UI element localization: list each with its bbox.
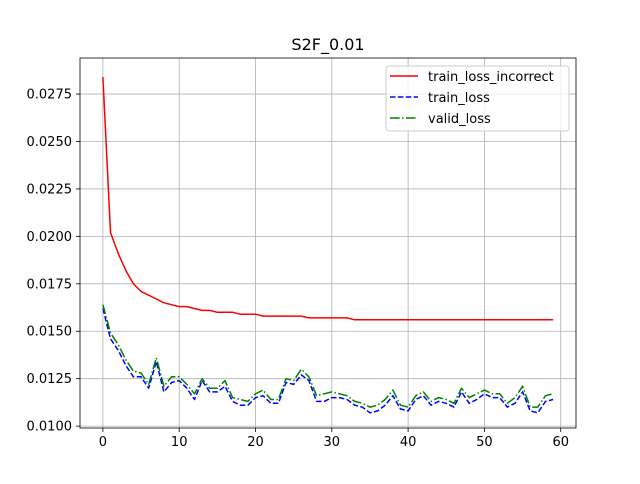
- axes-border: [79, 57, 577, 429]
- chart-title: S2F_0.01: [291, 35, 364, 55]
- series-lines: [102, 76, 554, 414]
- series-line-train-loss-incorrect: [102, 76, 554, 321]
- legend-label: valid_loss: [428, 112, 491, 127]
- x-tick-label: 50: [476, 435, 493, 450]
- y-tick-label: 0.0125: [27, 372, 73, 387]
- x-tick-label: 0: [99, 435, 107, 450]
- legend-box: [385, 65, 570, 132]
- y-tick-label: 0.0225: [27, 182, 73, 197]
- y-tick-label: 0.0200: [27, 230, 73, 245]
- x-tick-label: 30: [324, 435, 341, 450]
- series-line-train-loss: [102, 308, 554, 414]
- legend-label: train_loss_incorrect: [428, 70, 554, 85]
- x-tick-label: 40: [400, 435, 417, 450]
- x-tick-label: 20: [247, 435, 264, 450]
- legend: train_loss_incorrect train_loss valid_loss: [385, 65, 570, 132]
- y-tick-label: 0.0150: [27, 325, 73, 340]
- x-tick-label: 60: [552, 435, 569, 450]
- y-tick-label: 0.0100: [27, 420, 73, 435]
- x-axis: 0 10 20 30 40 50 60: [99, 428, 569, 450]
- y-tick-label: 0.0175: [27, 277, 73, 292]
- axes-frame: [79, 57, 577, 429]
- y-axis: 0.0100 0.0125 0.0150 0.0175 0.0200 0.0225 0.02…: [27, 88, 80, 435]
- y-tick-label: 0.0275: [27, 88, 73, 103]
- x-tick-label: 10: [171, 435, 188, 450]
- legend-label: train_loss: [428, 91, 490, 106]
- y-tick-label: 0.0250: [27, 135, 73, 150]
- series-line-valid-loss: [102, 304, 554, 408]
